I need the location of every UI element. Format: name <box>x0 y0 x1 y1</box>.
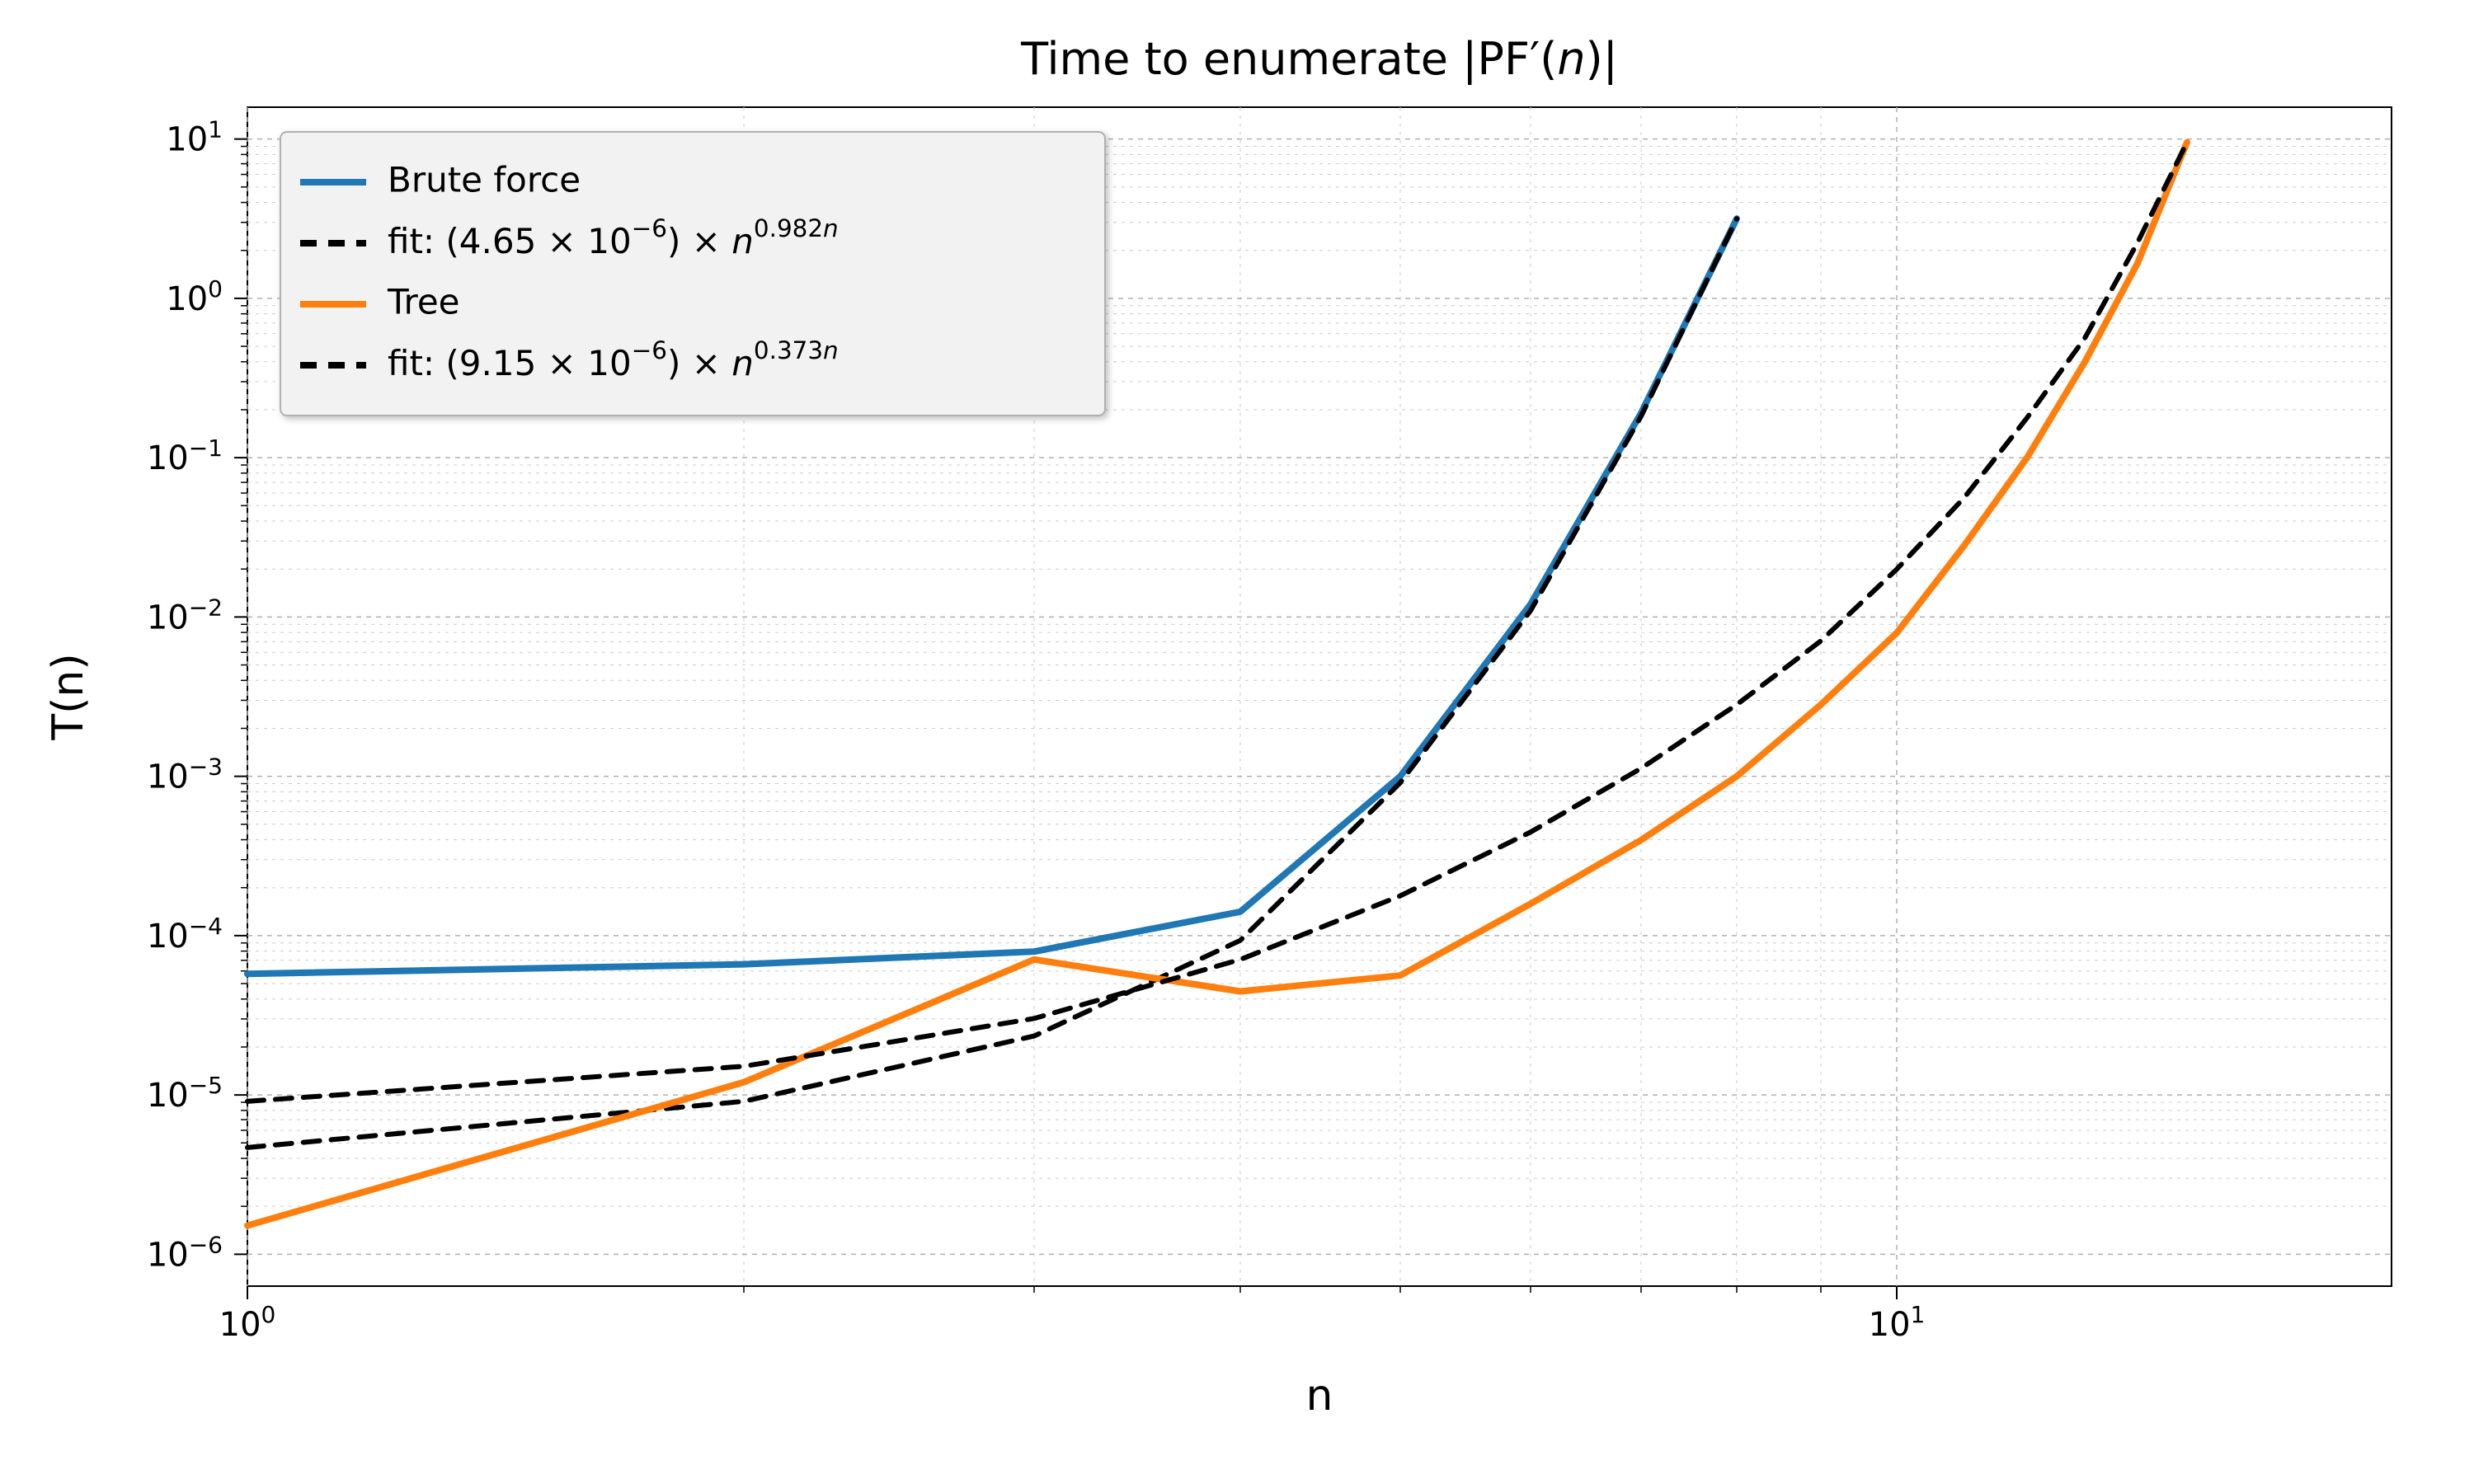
chart-container: 100 101 10−6 10−5 10−4 10−3 10−2 10−1 100 101 Ti… <box>0 0 2474 1484</box>
chart-svg: 100 101 10−6 10−5 10−4 10−3 10−2 10−1 100 101 Ti… <box>0 0 2474 1484</box>
y-tick-label: 10−6 <box>147 1231 223 1275</box>
y-tick-label: 10−5 <box>147 1072 223 1115</box>
x-axis-label: n <box>1306 1371 1333 1421</box>
legend-label: Tree <box>387 282 460 322</box>
y-tick-label: 10−2 <box>147 594 223 637</box>
y-ticks: 10−6 10−5 10−4 10−3 10−2 10−1 100 101 <box>147 115 247 1274</box>
x-ticks: 100 101 <box>219 1286 1926 1344</box>
y-tick-label: 100 <box>166 275 223 318</box>
legend-label: Brute force <box>388 160 581 200</box>
chart-title: Time to enumerate |PF′(n)| <box>1020 33 1618 85</box>
x-tick-label: 100 <box>219 1301 276 1345</box>
y-tick-label: 10−1 <box>147 434 223 478</box>
y-tick-label: 10−3 <box>147 753 223 796</box>
legend: Brute forcefit: (4.65 × 10−6) × n0.982nT… <box>280 132 1105 416</box>
x-tick-label: 101 <box>1869 1301 1926 1345</box>
y-tick-label: 101 <box>166 115 223 159</box>
y-tick-label: 10−4 <box>147 912 223 956</box>
y-axis-label: T(n) <box>44 653 93 740</box>
